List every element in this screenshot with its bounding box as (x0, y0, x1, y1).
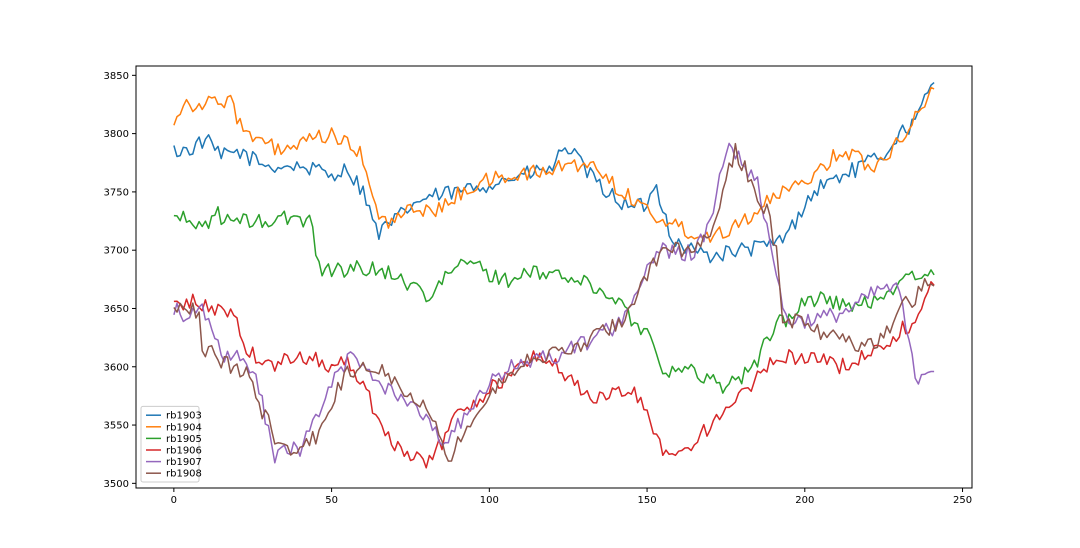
legend-label-rb1906: rb1906 (166, 446, 202, 457)
y-axis: 3500 3550 3600 3650 3700 3750 3800 3850 (104, 71, 136, 490)
x-tick-label: 200 (795, 495, 814, 506)
legend-label-rb1908: rb1908 (166, 469, 202, 480)
series-line-rb1904 (173, 86, 935, 243)
legend-label-rb1904: rb1904 (166, 422, 202, 433)
y-tick-label: 3500 (104, 479, 129, 490)
x-tick-label: 0 (171, 495, 177, 506)
legend-label-rb1907: rb1907 (166, 457, 202, 468)
legend-box (140, 405, 200, 483)
y-tick-label: 3650 (104, 304, 129, 315)
y-tick-label: 3750 (104, 187, 129, 198)
x-tick-label: 100 (480, 495, 499, 506)
y-tick-label: 3850 (104, 71, 129, 82)
series-lines (173, 82, 935, 469)
series-line-rb1907 (173, 142, 935, 464)
legend-label-rb1903: rb1903 (166, 411, 202, 422)
series-line-rb1908 (173, 142, 935, 462)
series-line-rb1903 (173, 82, 935, 264)
y-tick-label: 3550 (104, 421, 129, 432)
plot-frame (135, 65, 973, 489)
y-tick-label: 3800 (104, 129, 129, 140)
y-tick-label: 3700 (104, 246, 129, 257)
y-tick-label: 3600 (104, 362, 129, 373)
x-tick-label: 250 (953, 495, 972, 506)
legend-label-rb1905: rb1905 (166, 434, 202, 445)
x-tick-label: 50 (325, 495, 338, 506)
series-line-rb1905 (173, 206, 935, 394)
x-tick-label: 150 (638, 495, 657, 506)
x-axis: 0 50 100 150 200 250 (171, 488, 972, 506)
